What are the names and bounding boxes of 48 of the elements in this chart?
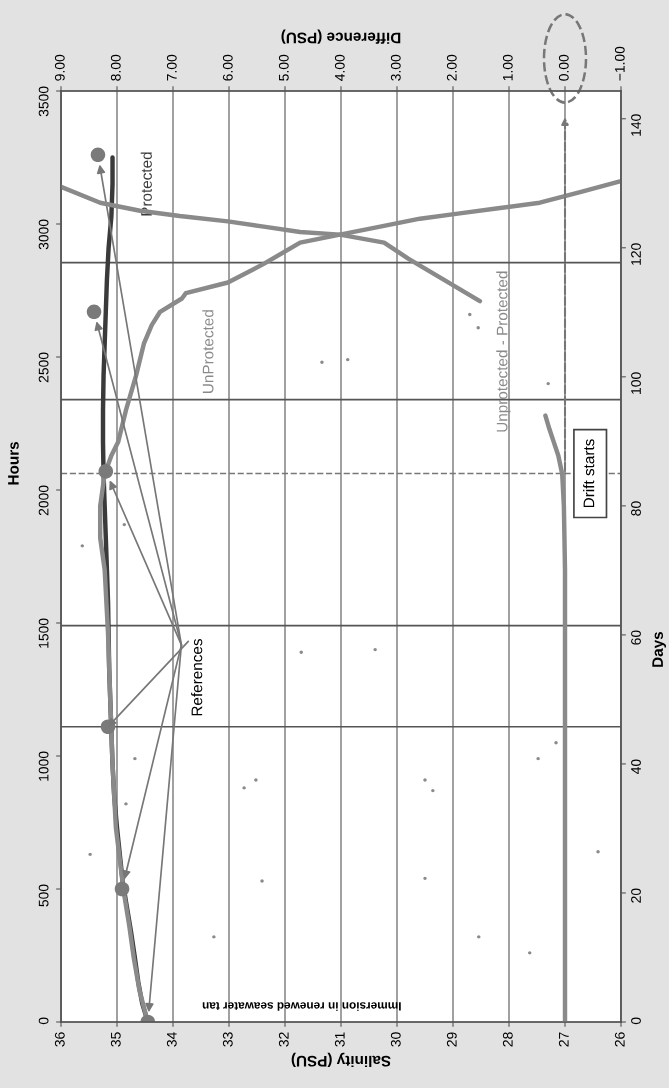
x2-axis-title: Difference (PSU) xyxy=(281,29,401,44)
y-tick-label: 3500 xyxy=(38,86,49,117)
x-tick-label: 34 xyxy=(166,1032,177,1047)
ref-line-label: Drift starts xyxy=(583,439,595,508)
x-tick-label: 33 xyxy=(222,1032,233,1047)
x-tick-label: 29 xyxy=(446,1032,457,1047)
y2-tick-label: 140 xyxy=(631,114,641,136)
x-tick-label: 35 xyxy=(110,1032,121,1047)
y2-tick-label: 40 xyxy=(631,759,641,775)
y2-tick-label: 120 xyxy=(631,243,641,265)
annotation: Immersion in renewed seawater tan xyxy=(202,1002,401,1011)
y2-tick-label: 0 xyxy=(631,1017,641,1025)
y2-tick-label: 60 xyxy=(631,630,641,645)
y-tick-label: 1000 xyxy=(38,751,49,781)
x-tick-label: 30 xyxy=(390,1032,401,1047)
x-tick-label: 32 xyxy=(278,1032,289,1047)
text: Protected xyxy=(140,152,152,216)
x-tick-label: 31 xyxy=(334,1032,345,1047)
x2-tick-label: 3.00 xyxy=(390,54,401,81)
y2-axis-title: Days xyxy=(652,631,667,667)
y-tick-label: 500 xyxy=(38,884,49,907)
y-tick-label: 2000 xyxy=(38,485,49,516)
y2-tick-label: 100 xyxy=(631,372,641,394)
x2-tick-label: 9.00 xyxy=(54,54,65,81)
x-axis-title: Salinity (PSU) xyxy=(291,1052,391,1067)
y-tick-label: 2500 xyxy=(38,352,49,383)
annotation: References xyxy=(191,639,203,716)
text: Unprotected - Protected xyxy=(496,271,511,432)
x-tick-label: 27 xyxy=(558,1032,569,1047)
x2-tick-label: 5.00 xyxy=(278,54,289,81)
x2-tick-label: 7.00 xyxy=(166,54,177,81)
y-axis-title: Hours xyxy=(8,441,19,485)
x-tick-label: 26 xyxy=(614,1032,625,1047)
y-tick-label: 0 xyxy=(38,1017,49,1025)
y-tick-label: 3000 xyxy=(38,219,49,250)
x2-tick-label: 8.00 xyxy=(110,54,121,81)
x2-tick-label: 6.00 xyxy=(222,54,233,81)
x-tick-label: 36 xyxy=(54,1032,65,1047)
x2-tick-label: 4.00 xyxy=(334,54,345,81)
text: UnProtected xyxy=(202,310,214,393)
x2-tick-label: −1.00 xyxy=(614,46,625,81)
y2-tick-label: 80 xyxy=(631,501,641,516)
x-tick-label: 28 xyxy=(502,1032,513,1047)
x2-tick-label: 0.00 xyxy=(558,54,569,81)
y-tick-label: 1500 xyxy=(38,618,49,648)
x2-tick-label: 2.00 xyxy=(446,54,457,81)
y2-tick-label: 20 xyxy=(631,888,641,903)
x2-tick-label: 1.00 xyxy=(502,54,513,81)
